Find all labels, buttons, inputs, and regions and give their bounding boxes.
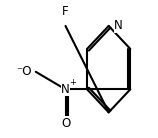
Text: O: O (61, 117, 70, 130)
Text: ⁻O: ⁻O (16, 65, 32, 78)
Text: N: N (61, 83, 70, 96)
Text: N: N (114, 19, 123, 32)
Text: F: F (62, 5, 69, 18)
Text: +: + (70, 78, 76, 87)
